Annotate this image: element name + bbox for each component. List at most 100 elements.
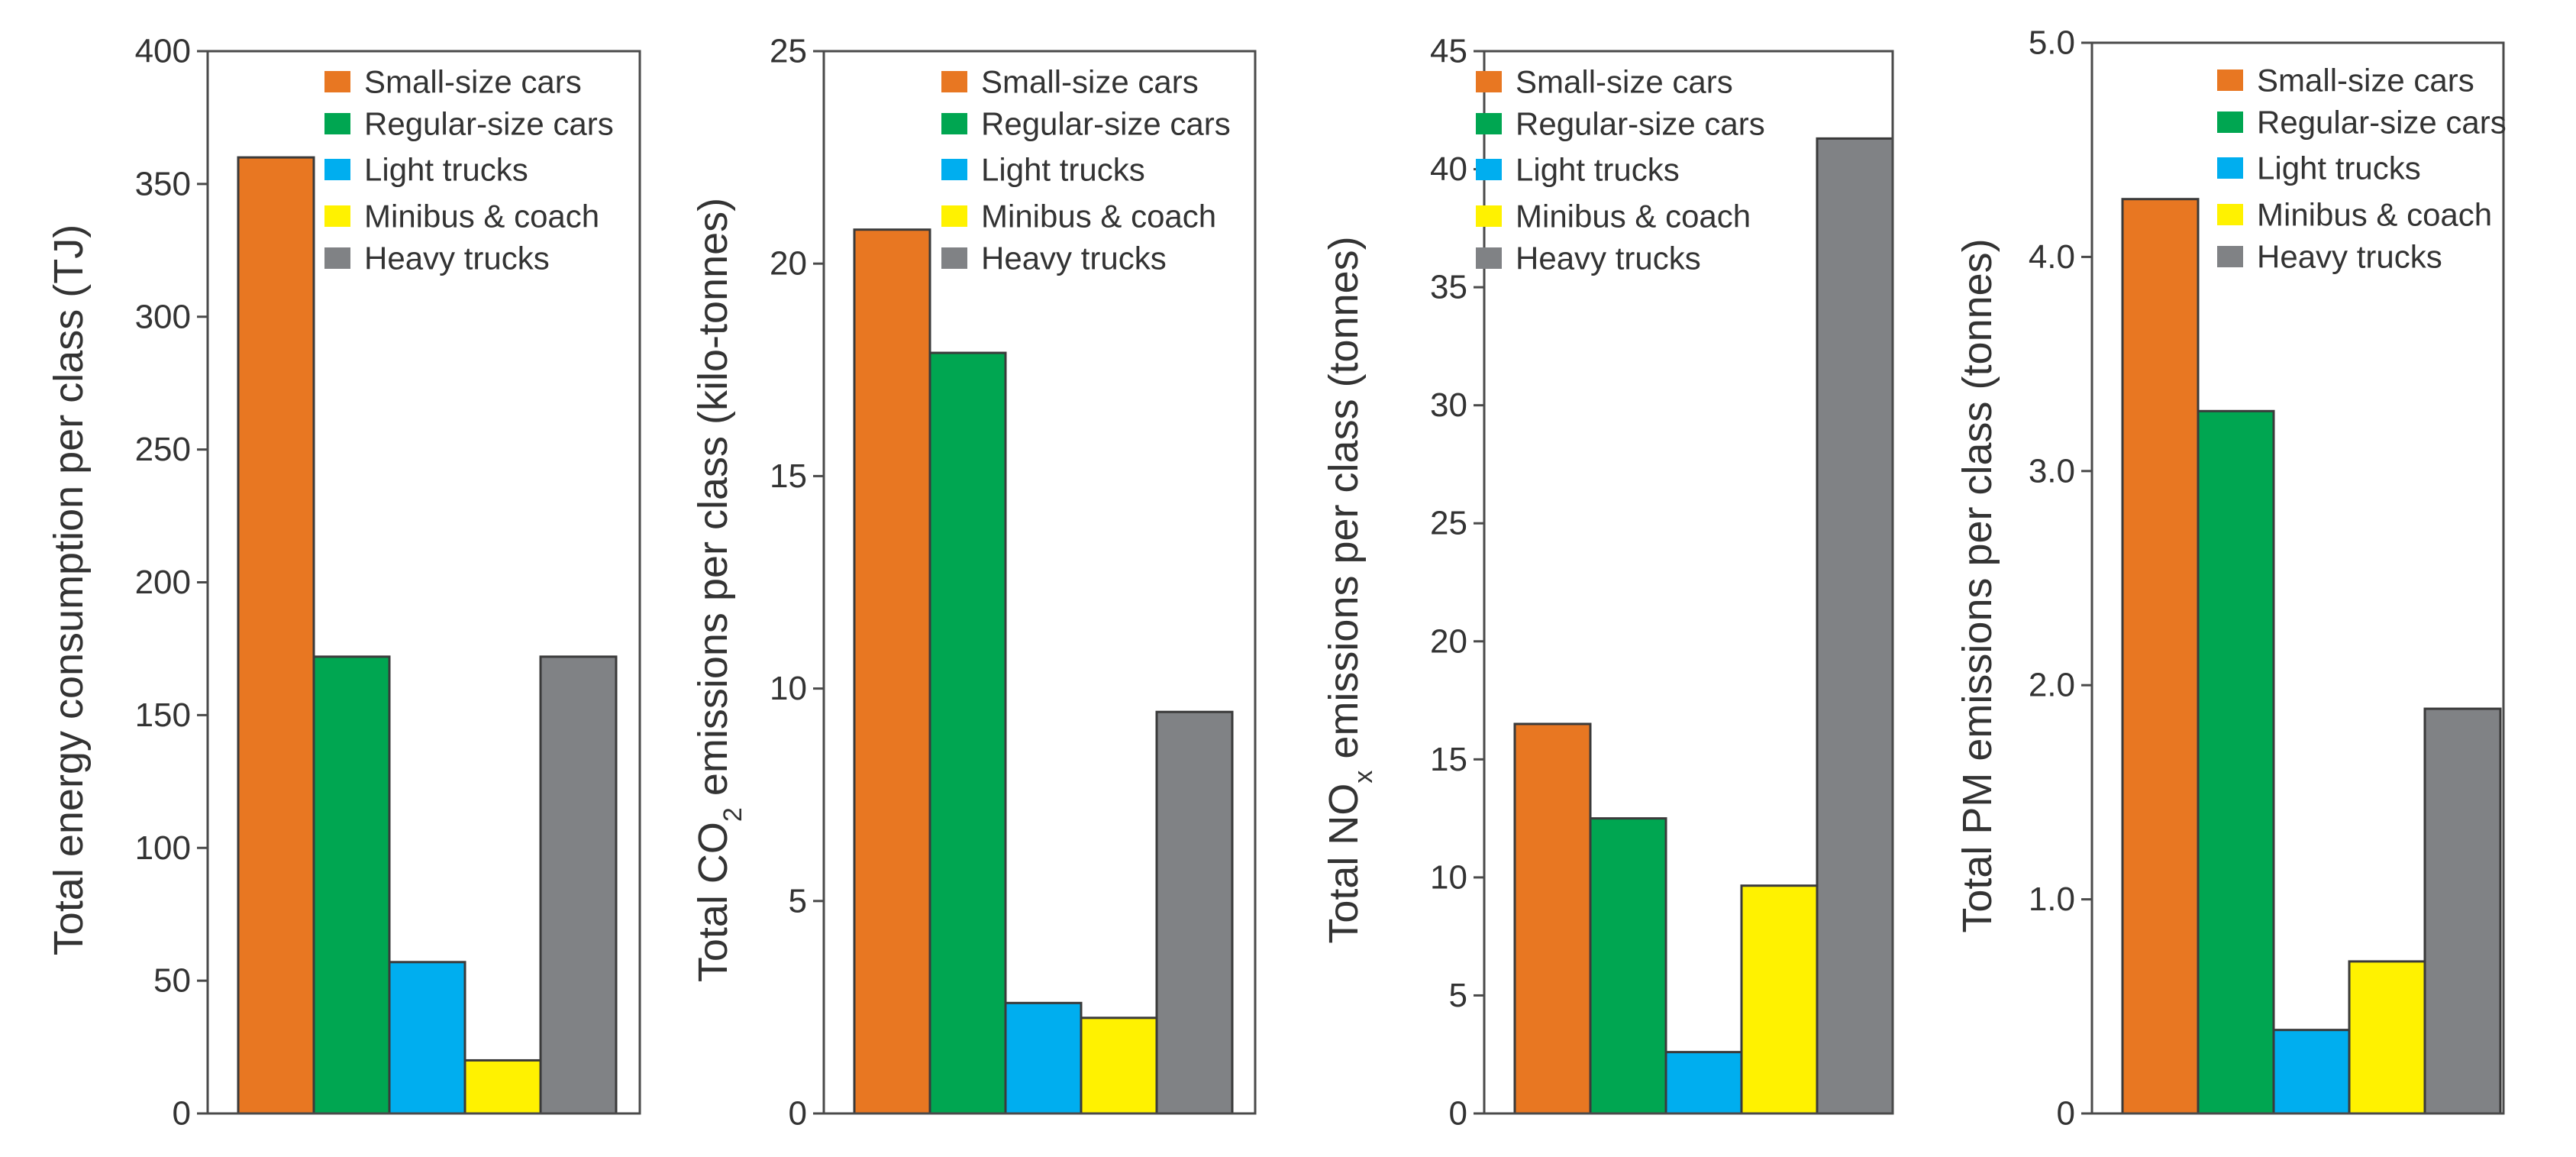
legend-label: Heavy trucks: [1516, 241, 1701, 276]
y-tick-label: 2.0: [2029, 667, 2075, 704]
legend-swatch: [324, 71, 350, 92]
legend-swatch: [1476, 247, 1502, 269]
y-tick-label: 45: [1430, 33, 1467, 70]
y-tick-label: 100: [135, 829, 191, 867]
legend-swatch: [2217, 157, 2243, 179]
bar-minibus-coach: [1740, 884, 1819, 1115]
plot-frame: [1483, 50, 1894, 1115]
legend-label: Regular-size cars: [2257, 105, 2507, 141]
bar-small-size-cars: [2121, 198, 2200, 1115]
y-tick-label: 400: [135, 33, 191, 70]
y-tick-label: 5.0: [2029, 24, 2075, 62]
y-axis-label: Total energy consumption per class (TJ): [46, 225, 92, 955]
y-axis-label: Total CO2 emissions per class (kilo-tonn…: [690, 198, 747, 982]
y-tick-label: 0: [173, 1095, 191, 1133]
legend-swatch: [941, 113, 967, 134]
legend-swatch: [324, 205, 350, 227]
chart-panel-2: 0 5 10 15 20 25 Total CO2 emissions per class …: [690, 33, 1257, 1133]
legend-label: Small-size cars: [2257, 63, 2474, 99]
y-tick-label: 5: [789, 882, 807, 919]
y-tick-label: 30: [1430, 386, 1467, 424]
legend-label: Small-size cars: [981, 64, 1199, 100]
legend-swatch: [324, 113, 350, 134]
legend-label: Minibus & coach: [1516, 199, 1751, 234]
legend-label: Minibus & coach: [364, 199, 599, 234]
bar-regular-size-cars: [928, 351, 1007, 1115]
legend-label: Minibus & coach: [981, 199, 1216, 234]
legend-label: Regular-size cars: [364, 106, 614, 142]
plot-frame: [822, 50, 1257, 1115]
legend-label: Heavy trucks: [364, 241, 550, 276]
legend-swatch: [2217, 111, 2243, 133]
y-tick-label: 15: [770, 457, 807, 495]
bar-heavy-trucks: [1816, 137, 1894, 1115]
legend-swatch: [941, 205, 967, 227]
bar-regular-size-cars: [312, 655, 391, 1115]
y-tick-label: 20: [1430, 622, 1467, 660]
legend-label: Light trucks: [1516, 152, 1680, 188]
legend-swatch: [941, 159, 967, 180]
legend-swatch: [324, 247, 350, 269]
y-tick-label: 150: [135, 696, 191, 734]
bar-light-trucks: [2272, 1029, 2351, 1115]
y-tick-label: 0: [1449, 1095, 1467, 1133]
legend-swatch: [324, 159, 350, 180]
legend-label: Light trucks: [2257, 150, 2421, 186]
y-tick-label: 250: [135, 431, 191, 468]
bar-minibus-coach: [1080, 1016, 1158, 1115]
legend-label: Minibus & coach: [2257, 197, 2492, 233]
bar-heavy-trucks: [539, 655, 618, 1115]
y-tick-label: 15: [1430, 741, 1467, 778]
chart-panel-3: 0 5 10 15 20 25 30 35 40 45 Total NOx emissions pe…: [1321, 33, 1894, 1133]
legend-label: Light trucks: [981, 152, 1145, 188]
y-tick-label: 40: [1430, 150, 1467, 188]
legend-swatch: [1476, 205, 1502, 227]
plot-frame: [2090, 41, 2505, 1115]
legend-swatch: [2217, 204, 2243, 225]
legend-label: Heavy trucks: [2257, 239, 2442, 275]
y-tick-label: 4.0: [2029, 238, 2075, 276]
legend-swatch: [1476, 71, 1502, 92]
legend-swatch: [941, 71, 967, 92]
legend-label: Regular-size cars: [1516, 106, 1765, 142]
y-tick-label: 10: [1430, 858, 1467, 896]
bar-small-size-cars: [1513, 722, 1592, 1115]
y-tick-label: 350: [135, 165, 191, 202]
bar-light-trucks: [1004, 1001, 1083, 1115]
bar-minibus-coach: [463, 1058, 542, 1115]
y-axis-label: Total NOx emissions per class (tonnes): [1321, 236, 1378, 943]
bar-minibus-coach: [2348, 960, 2426, 1115]
legend-label: Small-size cars: [1516, 64, 1733, 100]
y-tick-label: 200: [135, 564, 191, 601]
bar-small-size-cars: [853, 228, 931, 1115]
y-tick-label: 3.0: [2029, 452, 2075, 490]
legend-label: Small-size cars: [364, 64, 582, 100]
y-tick-label: 0: [2057, 1095, 2075, 1133]
legend-swatch: [2217, 69, 2243, 91]
y-tick-label: 25: [1430, 505, 1467, 542]
legend-label: Light trucks: [364, 152, 528, 188]
chart-panel-4: 0 1.0 2.0 3.0 4.0 5.0 Total PM emissions per c…: [1955, 24, 2507, 1133]
y-tick-label: 300: [135, 298, 191, 335]
y-axis-label: Total PM emissions per class (tonnes): [1955, 238, 2000, 932]
legend-swatch: [1476, 159, 1502, 180]
bar-small-size-cars: [237, 156, 315, 1115]
legend-label: Regular-size cars: [981, 106, 1231, 142]
bar-regular-size-cars: [1589, 817, 1667, 1115]
bar-regular-size-cars: [2197, 409, 2275, 1115]
legend-swatch: [2217, 246, 2243, 267]
bar-heavy-trucks: [2423, 707, 2502, 1115]
y-tick-label: 5: [1449, 977, 1467, 1014]
legend-swatch: [1476, 113, 1502, 134]
legend-swatch: [941, 247, 967, 269]
bar-heavy-trucks: [1155, 710, 1234, 1115]
y-tick-label: 35: [1430, 269, 1467, 306]
y-tick-label: 10: [770, 670, 807, 707]
y-tick-label: 0: [789, 1095, 807, 1133]
y-tick-label: 25: [770, 33, 807, 70]
chart-panel-1: 0 50 100 150 200 250 300 350 400 Total energy con…: [46, 33, 641, 1133]
bar-light-trucks: [1664, 1051, 1743, 1115]
y-tick-label: 1.0: [2029, 881, 2075, 918]
